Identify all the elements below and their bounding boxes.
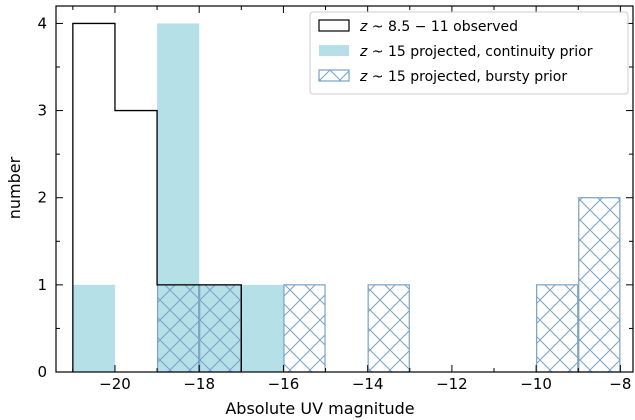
bursty-bar xyxy=(283,284,326,373)
y-tick-label: 3 xyxy=(37,102,47,120)
legend-continuity-swatch xyxy=(319,45,349,56)
bursty-bar xyxy=(199,284,242,373)
legend-label: z ~ 8.5 − 11 observed xyxy=(359,19,518,35)
bursty-bar xyxy=(156,284,200,373)
x-tick-label: −8 xyxy=(609,375,631,393)
x-tick-label: −18 xyxy=(183,375,215,393)
y-tick-label: 0 xyxy=(37,363,47,381)
y-tick-label: 2 xyxy=(37,189,47,207)
axes: −20 −18 −16 −14 −12 −10 −8 0 1 2 3 4 xyxy=(37,5,634,393)
x-tick-label: −20 xyxy=(99,375,131,393)
x-tick-label: −14 xyxy=(352,375,384,393)
continuity-bar xyxy=(72,284,115,372)
x-tick-label: −10 xyxy=(520,375,552,393)
observed-step-line xyxy=(72,22,242,372)
y-tick-label: 4 xyxy=(37,14,47,32)
legend-bursty-swatch xyxy=(318,69,350,82)
axes-frame xyxy=(55,5,634,373)
x-tick-label: −12 xyxy=(436,375,468,393)
legend-label: z ~ 15 projected, bursty prior xyxy=(359,69,567,85)
bursty-bar xyxy=(536,284,579,373)
y-tick-label: 1 xyxy=(37,276,47,294)
continuity-bar xyxy=(241,284,284,372)
legend-label: z ~ 15 projected, continuity prior xyxy=(359,44,593,60)
bursty-bar xyxy=(367,284,410,373)
x-axis-label: Absolute UV magnitude xyxy=(225,399,414,418)
legend: z ~ 8.5 − 11 observed z ~ 15 projected, c… xyxy=(309,11,629,95)
legend-observed-swatch xyxy=(318,19,350,32)
plot-area xyxy=(72,22,621,373)
x-tick-label: −16 xyxy=(268,375,300,393)
bursty-bar xyxy=(578,197,621,373)
y-axis-label: number xyxy=(5,156,24,219)
legend-box xyxy=(309,11,629,95)
